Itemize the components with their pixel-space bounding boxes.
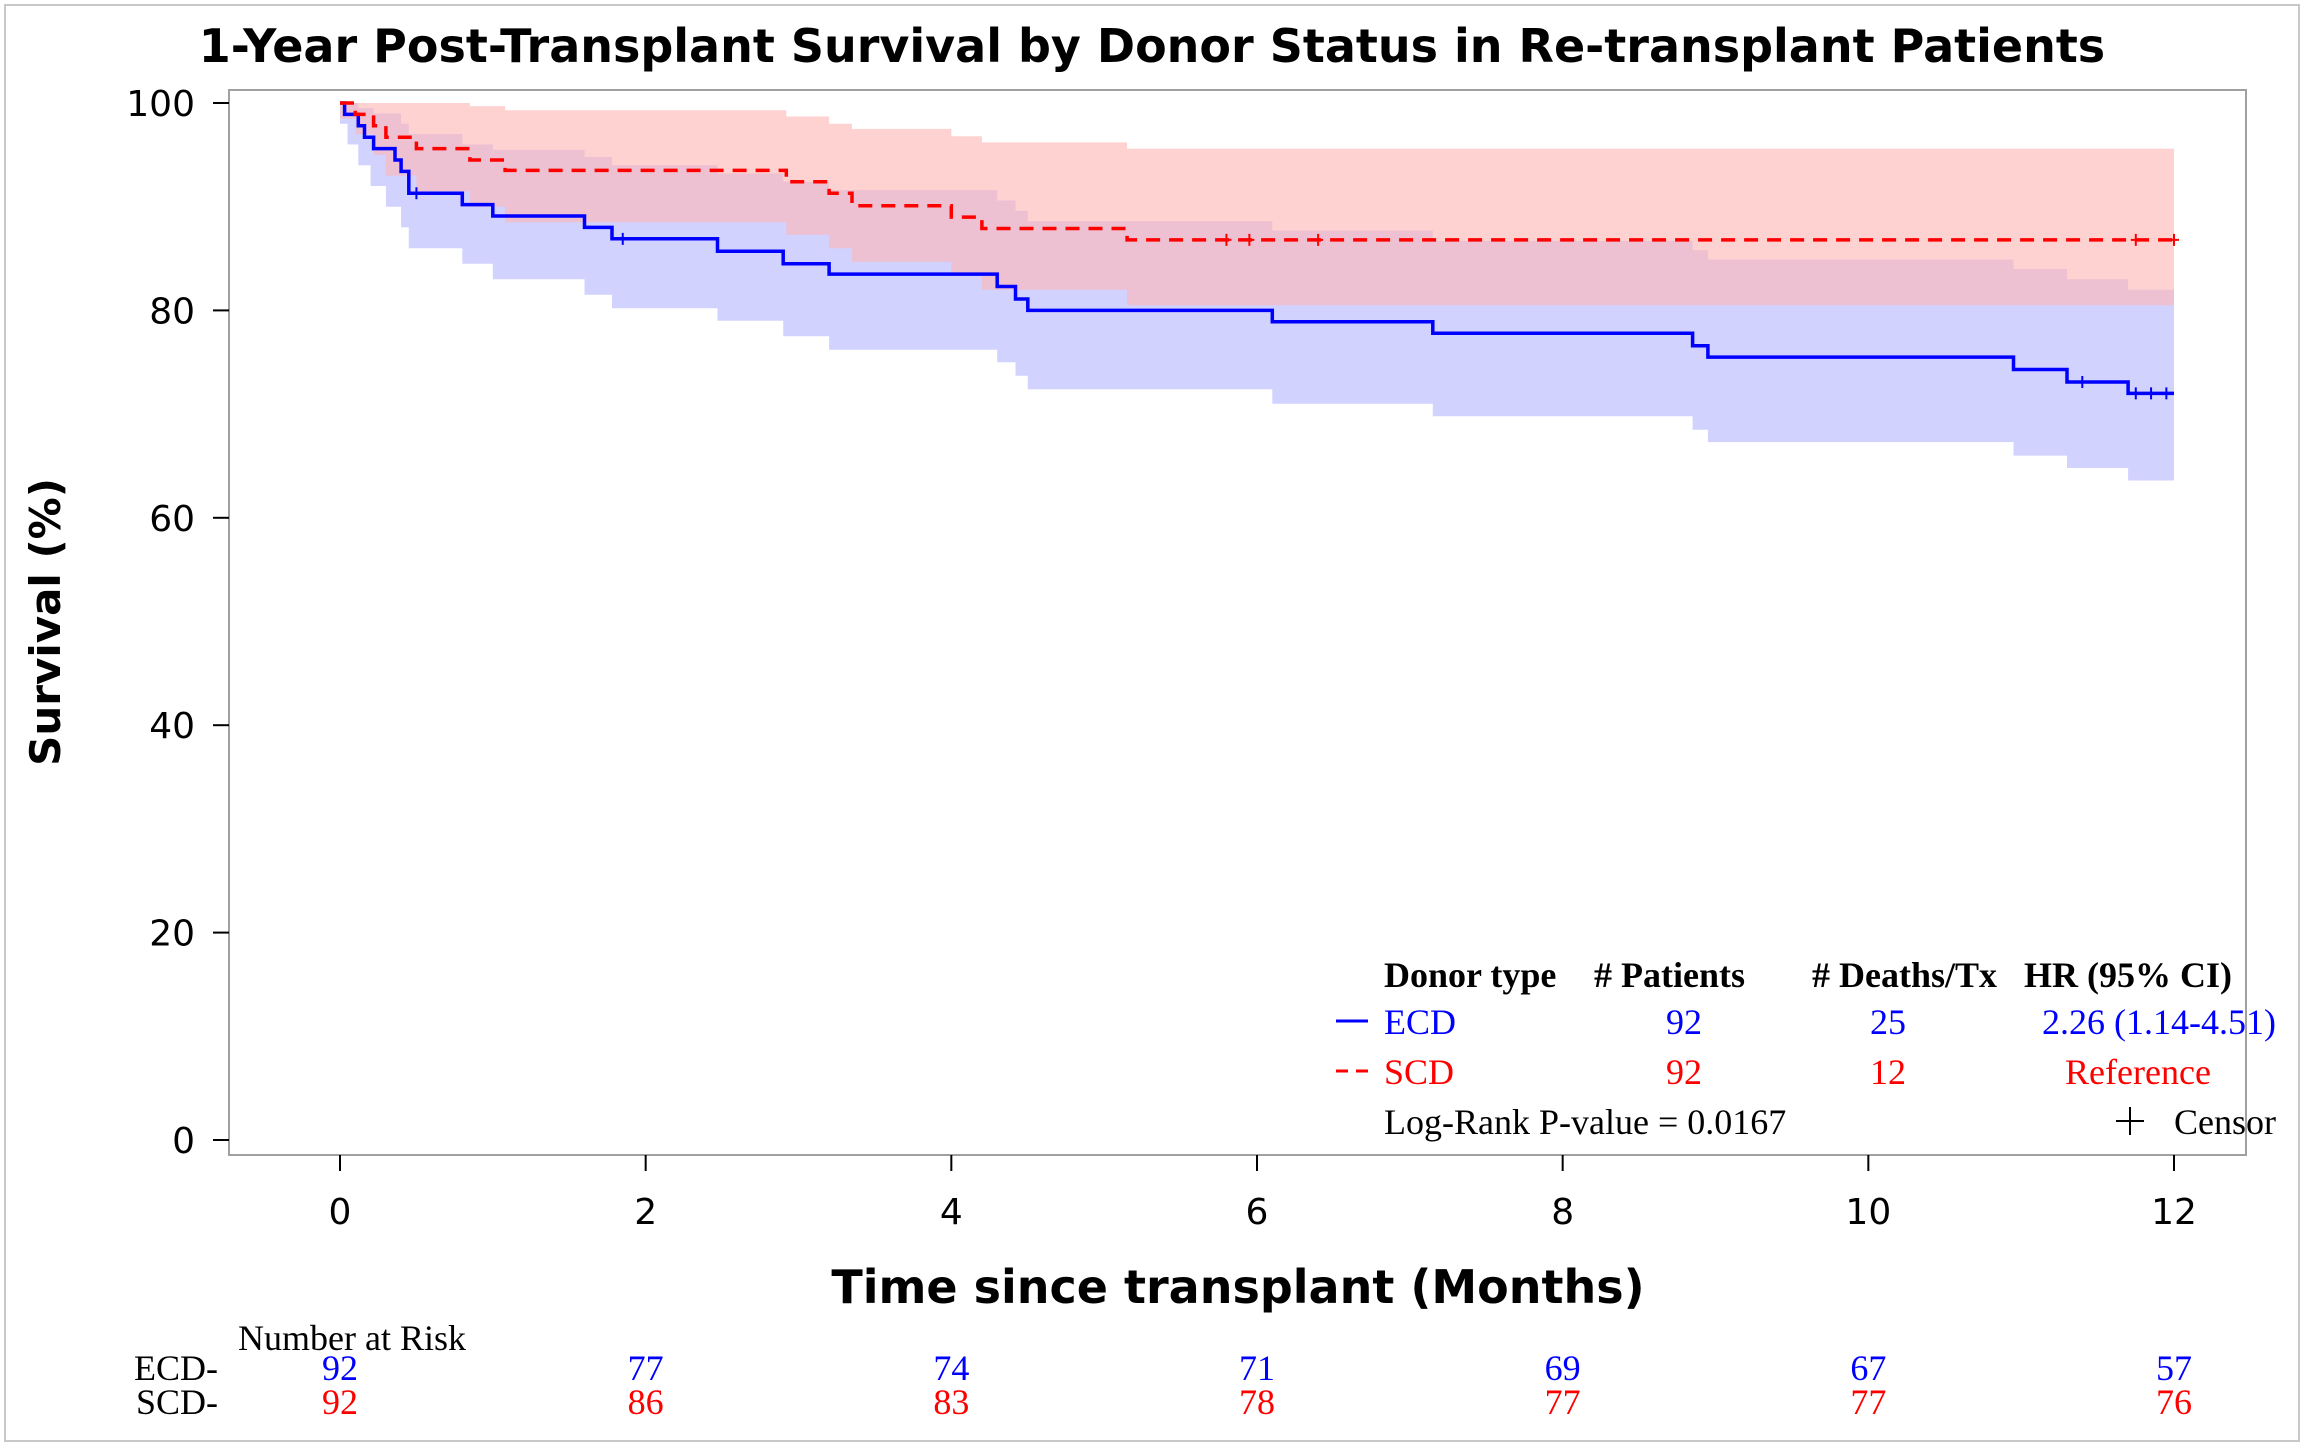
risk-value-ecd: 77 bbox=[628, 1348, 664, 1388]
ecd-censor-mark bbox=[411, 187, 422, 200]
x-tick-label: 6 bbox=[1246, 1192, 1269, 1233]
ecd-censor-mark bbox=[2146, 387, 2157, 400]
axes: 0 20 40 60 80 100 0 2 4 6 8 10 12 bbox=[126, 84, 2197, 1233]
legend-scd-name: SCD bbox=[1384, 1052, 1454, 1092]
chart-title: 1-Year Post-Transplant Survival by Donor… bbox=[199, 19, 2105, 73]
legend-scd-deaths: 12 bbox=[1870, 1052, 1906, 1092]
scd-censor-mark bbox=[1244, 233, 1255, 246]
risk-values: 92 77 74 71 69 67 57 92 86 83 78 77 77 76 bbox=[322, 1348, 2192, 1422]
legend-header-donor-type: Donor type bbox=[1384, 955, 1556, 995]
survival-curves bbox=[340, 101, 2174, 396]
legend-scd-patients: 92 bbox=[1666, 1052, 1702, 1092]
risk-value-ecd: 74 bbox=[933, 1348, 969, 1388]
risk-value-scd: 78 bbox=[1239, 1382, 1275, 1422]
confidence-bands bbox=[340, 103, 2174, 481]
risk-value-ecd: 71 bbox=[1239, 1348, 1275, 1388]
legend-ecd-name: ECD bbox=[1384, 1002, 1456, 1042]
legend-header-hr: HR (95% CI) bbox=[2024, 955, 2232, 995]
risk-value-ecd: 67 bbox=[1850, 1348, 1886, 1388]
scd-confidence-band bbox=[340, 103, 2174, 306]
x-tick-label: 12 bbox=[2151, 1192, 2197, 1233]
legend-censor-label: Censor bbox=[2174, 1102, 2276, 1142]
risk-row-label-scd: SCD- bbox=[136, 1382, 218, 1422]
risk-value-scd: 92 bbox=[322, 1382, 358, 1422]
legend-pvalue: Log-Rank P-value = 0.0167 bbox=[1384, 1102, 1786, 1142]
legend-header-deaths: # Deaths/Tx bbox=[1812, 955, 1997, 995]
legend-table: Donor type # Patients # Deaths/Tx HR (95… bbox=[1336, 955, 2276, 1142]
censor-marks bbox=[411, 187, 2179, 400]
x-tick-label: 4 bbox=[940, 1192, 963, 1233]
y-tick-label: 0 bbox=[172, 1121, 195, 1162]
risk-value-scd: 86 bbox=[628, 1382, 664, 1422]
plot-area-border bbox=[228, 89, 2247, 1156]
ecd-censor-mark bbox=[617, 232, 628, 245]
y-tick-label: 100 bbox=[126, 84, 195, 125]
risk-value-ecd: 57 bbox=[2156, 1348, 2192, 1388]
risk-table-title: Number at Risk bbox=[238, 1318, 466, 1358]
legend-ecd-hr: 2.26 (1.14-4.51) bbox=[2042, 1002, 2276, 1042]
risk-row-label-ecd: ECD- bbox=[134, 1348, 218, 1388]
y-tick-label: 40 bbox=[149, 706, 195, 747]
y-axis-title: Survival (%) bbox=[21, 478, 70, 766]
risk-value-scd: 76 bbox=[2156, 1382, 2192, 1422]
scd-censor-mark bbox=[1221, 233, 1232, 246]
y-tick-label: 80 bbox=[149, 291, 195, 332]
ecd-censor-mark bbox=[2161, 387, 2172, 400]
x-tick-label: 10 bbox=[1845, 1192, 1891, 1233]
x-tick-label: 2 bbox=[634, 1192, 657, 1233]
risk-value-scd: 77 bbox=[1545, 1382, 1581, 1422]
scd-censor-mark bbox=[2130, 233, 2141, 246]
legend-censor-plus-icon bbox=[2116, 1107, 2144, 1135]
risk-value-ecd: 69 bbox=[1545, 1348, 1581, 1388]
legend-header-patients: # Patients bbox=[1594, 955, 1745, 995]
x-axis-title: Time since transplant (Months) bbox=[831, 1260, 1644, 1314]
scd-survival-curve bbox=[340, 101, 2174, 242]
x-tick-label: 0 bbox=[329, 1192, 352, 1233]
y-tick-label: 60 bbox=[149, 499, 195, 540]
ecd-survival-curve bbox=[340, 101, 2174, 396]
ecd-censor-mark bbox=[2077, 375, 2088, 388]
ecd-censor-mark bbox=[2130, 387, 2141, 400]
number-at-risk-table: Number at Risk ECD- SCD- 92 77 74 71 69 67 579… bbox=[134, 1318, 2192, 1422]
x-tick-label: 8 bbox=[1551, 1192, 1574, 1233]
scd-censor-mark bbox=[2169, 233, 2179, 246]
legend-ecd-patients: 92 bbox=[1666, 1002, 1702, 1042]
risk-value-scd: 77 bbox=[1850, 1382, 1886, 1422]
legend-scd-hr: Reference bbox=[2065, 1052, 2211, 1092]
risk-value-scd: 83 bbox=[933, 1382, 969, 1422]
risk-value-ecd: 92 bbox=[322, 1348, 358, 1388]
figure-frame bbox=[4, 4, 2300, 1442]
scd-censor-mark bbox=[1313, 233, 1324, 246]
legend-ecd-deaths: 25 bbox=[1870, 1002, 1906, 1042]
y-tick-label: 20 bbox=[149, 914, 195, 955]
